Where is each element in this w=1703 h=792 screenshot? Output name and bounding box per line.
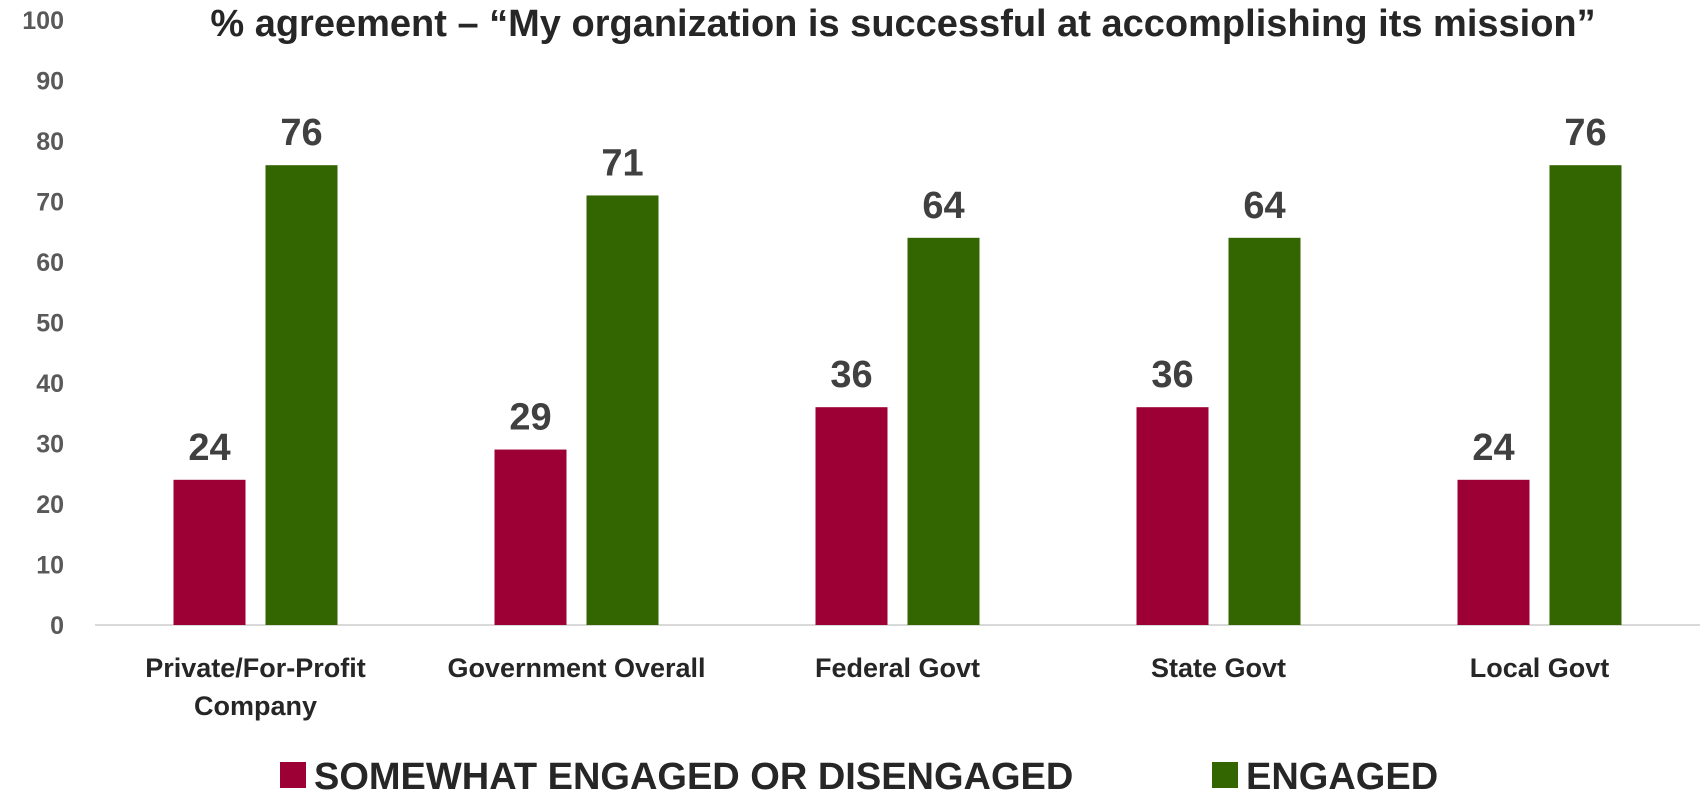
data-label: 29 xyxy=(509,397,551,439)
data-label: 24 xyxy=(188,427,230,469)
y-tick-label: 60 xyxy=(36,249,64,277)
bar-engaged xyxy=(586,195,659,625)
legend-swatch xyxy=(1212,762,1238,788)
x-tick-label: Private/For-Profit xyxy=(145,653,366,683)
y-tick-label: 0 xyxy=(50,612,64,640)
legend-label: ENGAGED xyxy=(1246,756,1438,792)
bar-somewhat-engaged-or-disengaged xyxy=(494,449,567,625)
x-tick-label: Federal Govt xyxy=(815,653,980,683)
y-tick-label: 30 xyxy=(36,431,64,459)
data-label: 64 xyxy=(1243,185,1285,227)
y-tick-label: 100 xyxy=(22,7,64,35)
bar-somewhat-engaged-or-disengaged xyxy=(1457,479,1530,625)
x-tick-label: State Govt xyxy=(1151,653,1286,683)
legend: SOMEWHAT ENGAGED OR DISENGAGED ENGAGED xyxy=(280,756,1438,792)
data-label: 76 xyxy=(1564,112,1606,154)
legend-label: SOMEWHAT ENGAGED OR DISENGAGED xyxy=(314,756,1073,792)
data-label: 36 xyxy=(1151,354,1193,396)
data-label: 36 xyxy=(830,354,872,396)
chart-title: % agreement – “My organization is succes… xyxy=(210,3,1595,45)
bar-engaged xyxy=(1228,237,1301,626)
y-tick-label: 20 xyxy=(36,491,64,519)
x-tick-label: Local Govt xyxy=(1470,653,1610,683)
legend-swatch xyxy=(280,762,306,788)
y-axis: 0 10 20 30 40 50 60 70 80 90 100 xyxy=(22,7,64,640)
y-tick-label: 10 xyxy=(36,552,64,580)
y-tick-label: 70 xyxy=(36,189,64,217)
bars xyxy=(173,165,1622,626)
bar-engaged xyxy=(1549,165,1622,625)
bar-engaged xyxy=(265,165,338,625)
data-label: 24 xyxy=(1472,427,1514,469)
data-labels: 24 76 29 71 36 64 36 64 24 76 xyxy=(188,112,1606,469)
bar-somewhat-engaged-or-disengaged xyxy=(815,407,888,625)
y-tick-label: 90 xyxy=(36,68,64,96)
y-tick-label: 80 xyxy=(36,128,64,156)
bar-somewhat-engaged-or-disengaged xyxy=(1136,407,1209,625)
x-tick-label: Government Overall xyxy=(447,653,705,683)
x-tick-label: Company xyxy=(194,691,317,721)
y-tick-label: 40 xyxy=(36,370,64,398)
data-label: 64 xyxy=(922,185,964,227)
y-tick-label: 50 xyxy=(36,310,64,338)
bar-somewhat-engaged-or-disengaged xyxy=(173,479,246,625)
data-label: 71 xyxy=(601,142,643,184)
data-label: 76 xyxy=(280,112,322,154)
bar-engaged xyxy=(907,237,980,626)
x-axis: Private/For-Profit Company Government Over… xyxy=(145,653,1609,721)
